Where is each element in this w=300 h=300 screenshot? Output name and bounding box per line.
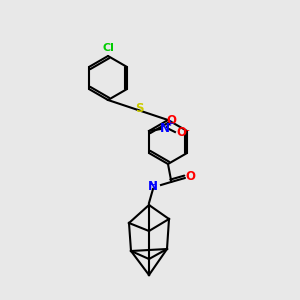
Text: -: - xyxy=(185,125,189,135)
Text: O: O xyxy=(185,170,195,184)
Text: S: S xyxy=(135,103,143,116)
Text: Cl: Cl xyxy=(102,43,114,53)
Text: N: N xyxy=(148,179,158,193)
Text: +: + xyxy=(166,119,174,128)
Text: O: O xyxy=(166,113,176,127)
Text: N: N xyxy=(160,122,170,136)
Text: H: H xyxy=(149,181,157,191)
Text: O: O xyxy=(176,127,186,140)
